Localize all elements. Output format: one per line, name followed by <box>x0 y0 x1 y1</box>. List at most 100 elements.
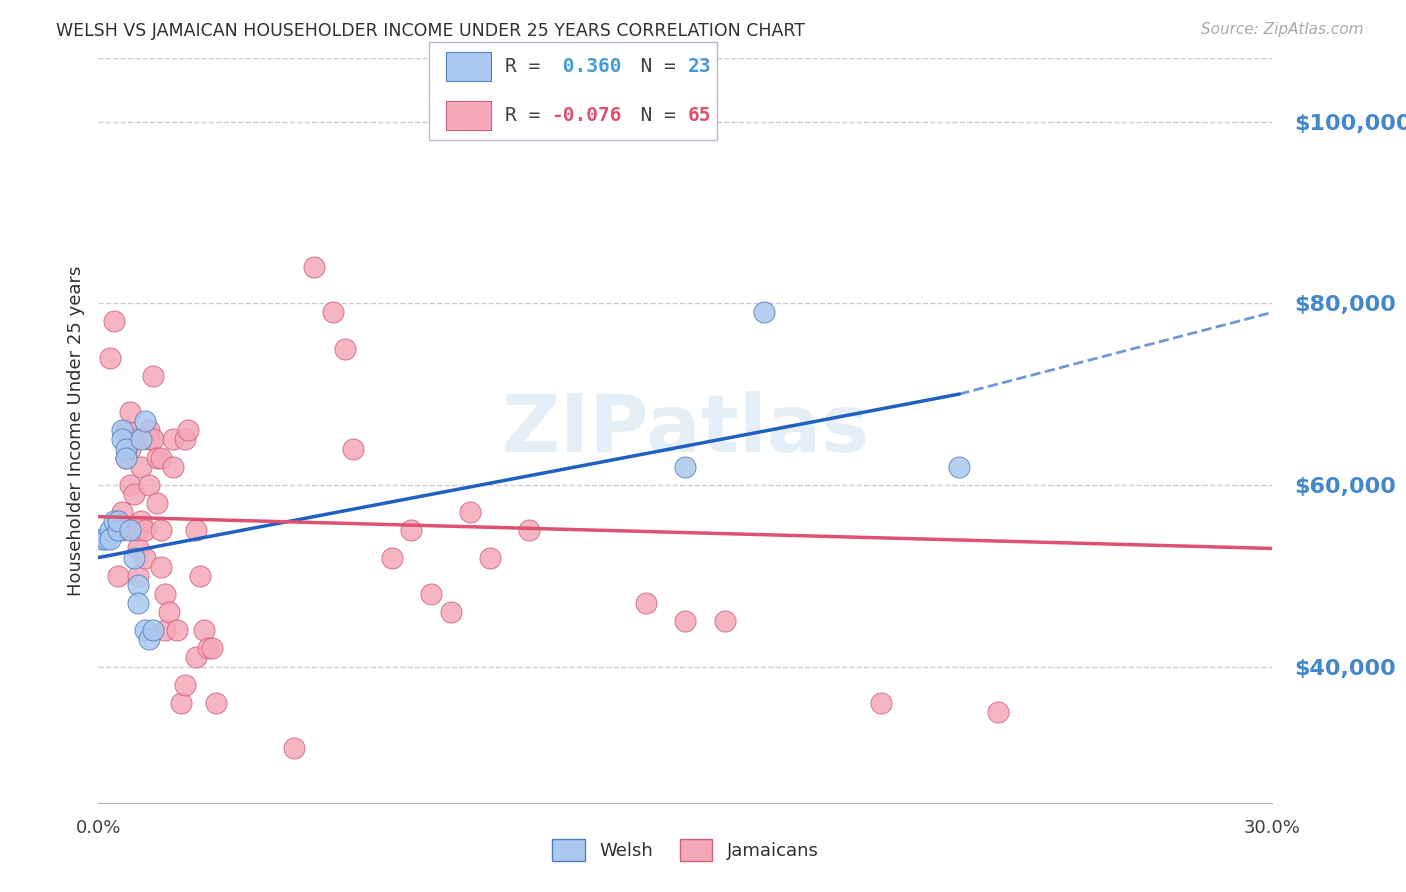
Point <box>177 423 200 437</box>
Point <box>127 568 149 582</box>
Point <box>122 487 145 501</box>
Point <box>107 568 129 582</box>
Point <box>201 641 224 656</box>
Point <box>114 450 136 465</box>
Text: -0.076: -0.076 <box>551 106 621 125</box>
Point <box>162 459 184 474</box>
Point <box>111 505 134 519</box>
Y-axis label: Householder Income Under 25 years: Householder Income Under 25 years <box>66 265 84 596</box>
Text: 23: 23 <box>688 57 711 76</box>
Point <box>127 524 149 538</box>
Point <box>138 433 160 447</box>
Point <box>122 550 145 565</box>
Text: R =: R = <box>505 106 551 125</box>
Text: N =: N = <box>617 57 688 76</box>
Point <box>118 442 141 456</box>
Text: ZIPatlas: ZIPatlas <box>502 392 869 469</box>
Point <box>150 524 173 538</box>
Point <box>420 587 443 601</box>
Point <box>186 524 208 538</box>
Point <box>142 433 165 447</box>
Point <box>150 559 173 574</box>
Point <box>173 433 195 447</box>
Point <box>458 505 481 519</box>
Point <box>322 305 344 319</box>
Point <box>186 650 208 665</box>
Point <box>142 368 165 383</box>
Point <box>173 678 195 692</box>
Point <box>111 423 134 437</box>
Point <box>114 450 136 465</box>
Point <box>302 260 325 274</box>
Legend: Welsh, Jamaicans: Welsh, Jamaicans <box>546 831 825 868</box>
Point <box>401 524 423 538</box>
Point <box>111 433 134 447</box>
Point <box>675 459 697 474</box>
Point <box>122 524 145 538</box>
Point <box>122 433 145 447</box>
Text: N =: N = <box>617 106 688 125</box>
Point <box>134 414 156 428</box>
Point <box>107 514 129 528</box>
Text: R =: R = <box>505 57 551 76</box>
Point <box>948 459 970 474</box>
Point <box>98 351 121 365</box>
Point <box>114 423 136 437</box>
Point <box>103 514 125 528</box>
Point <box>131 459 153 474</box>
Point <box>131 433 153 447</box>
Point <box>636 596 658 610</box>
Point <box>118 405 141 419</box>
Point <box>870 696 893 710</box>
Point <box>381 550 404 565</box>
Point <box>118 524 141 538</box>
Point <box>153 624 176 638</box>
Point <box>114 442 136 456</box>
Point <box>134 550 156 565</box>
Point <box>134 524 156 538</box>
Point <box>127 596 149 610</box>
Point <box>166 624 188 638</box>
Point <box>91 533 114 547</box>
Point <box>98 524 121 538</box>
Point <box>103 314 125 328</box>
Point <box>675 614 697 628</box>
Point <box>118 478 141 492</box>
Point <box>96 533 118 547</box>
Point <box>111 524 134 538</box>
Point <box>193 624 215 638</box>
Point <box>107 524 129 538</box>
Text: Source: ZipAtlas.com: Source: ZipAtlas.com <box>1201 22 1364 37</box>
Point <box>478 550 501 565</box>
Point <box>127 541 149 556</box>
Point <box>987 705 1010 719</box>
Point <box>517 524 540 538</box>
Point <box>197 641 219 656</box>
Point <box>127 578 149 592</box>
Point <box>439 605 461 619</box>
Point <box>713 614 735 628</box>
Point <box>98 533 121 547</box>
Text: WELSH VS JAMAICAN HOUSEHOLDER INCOME UNDER 25 YEARS CORRELATION CHART: WELSH VS JAMAICAN HOUSEHOLDER INCOME UND… <box>56 22 806 40</box>
Point <box>131 514 153 528</box>
Point <box>107 514 129 528</box>
Point <box>169 696 191 710</box>
Point <box>150 450 173 465</box>
Point <box>205 696 228 710</box>
Point <box>283 741 305 756</box>
Point <box>188 568 211 582</box>
Text: 65: 65 <box>688 106 711 125</box>
Point <box>342 442 364 456</box>
Point <box>138 423 160 437</box>
Point <box>752 305 775 319</box>
Point <box>157 605 180 619</box>
Point <box>138 632 160 647</box>
Point <box>333 342 356 356</box>
Point <box>162 433 184 447</box>
Text: 0.360: 0.360 <box>551 57 621 76</box>
Point <box>146 450 169 465</box>
Point <box>146 496 169 510</box>
Point <box>134 624 156 638</box>
Point <box>142 624 165 638</box>
Point <box>153 587 176 601</box>
